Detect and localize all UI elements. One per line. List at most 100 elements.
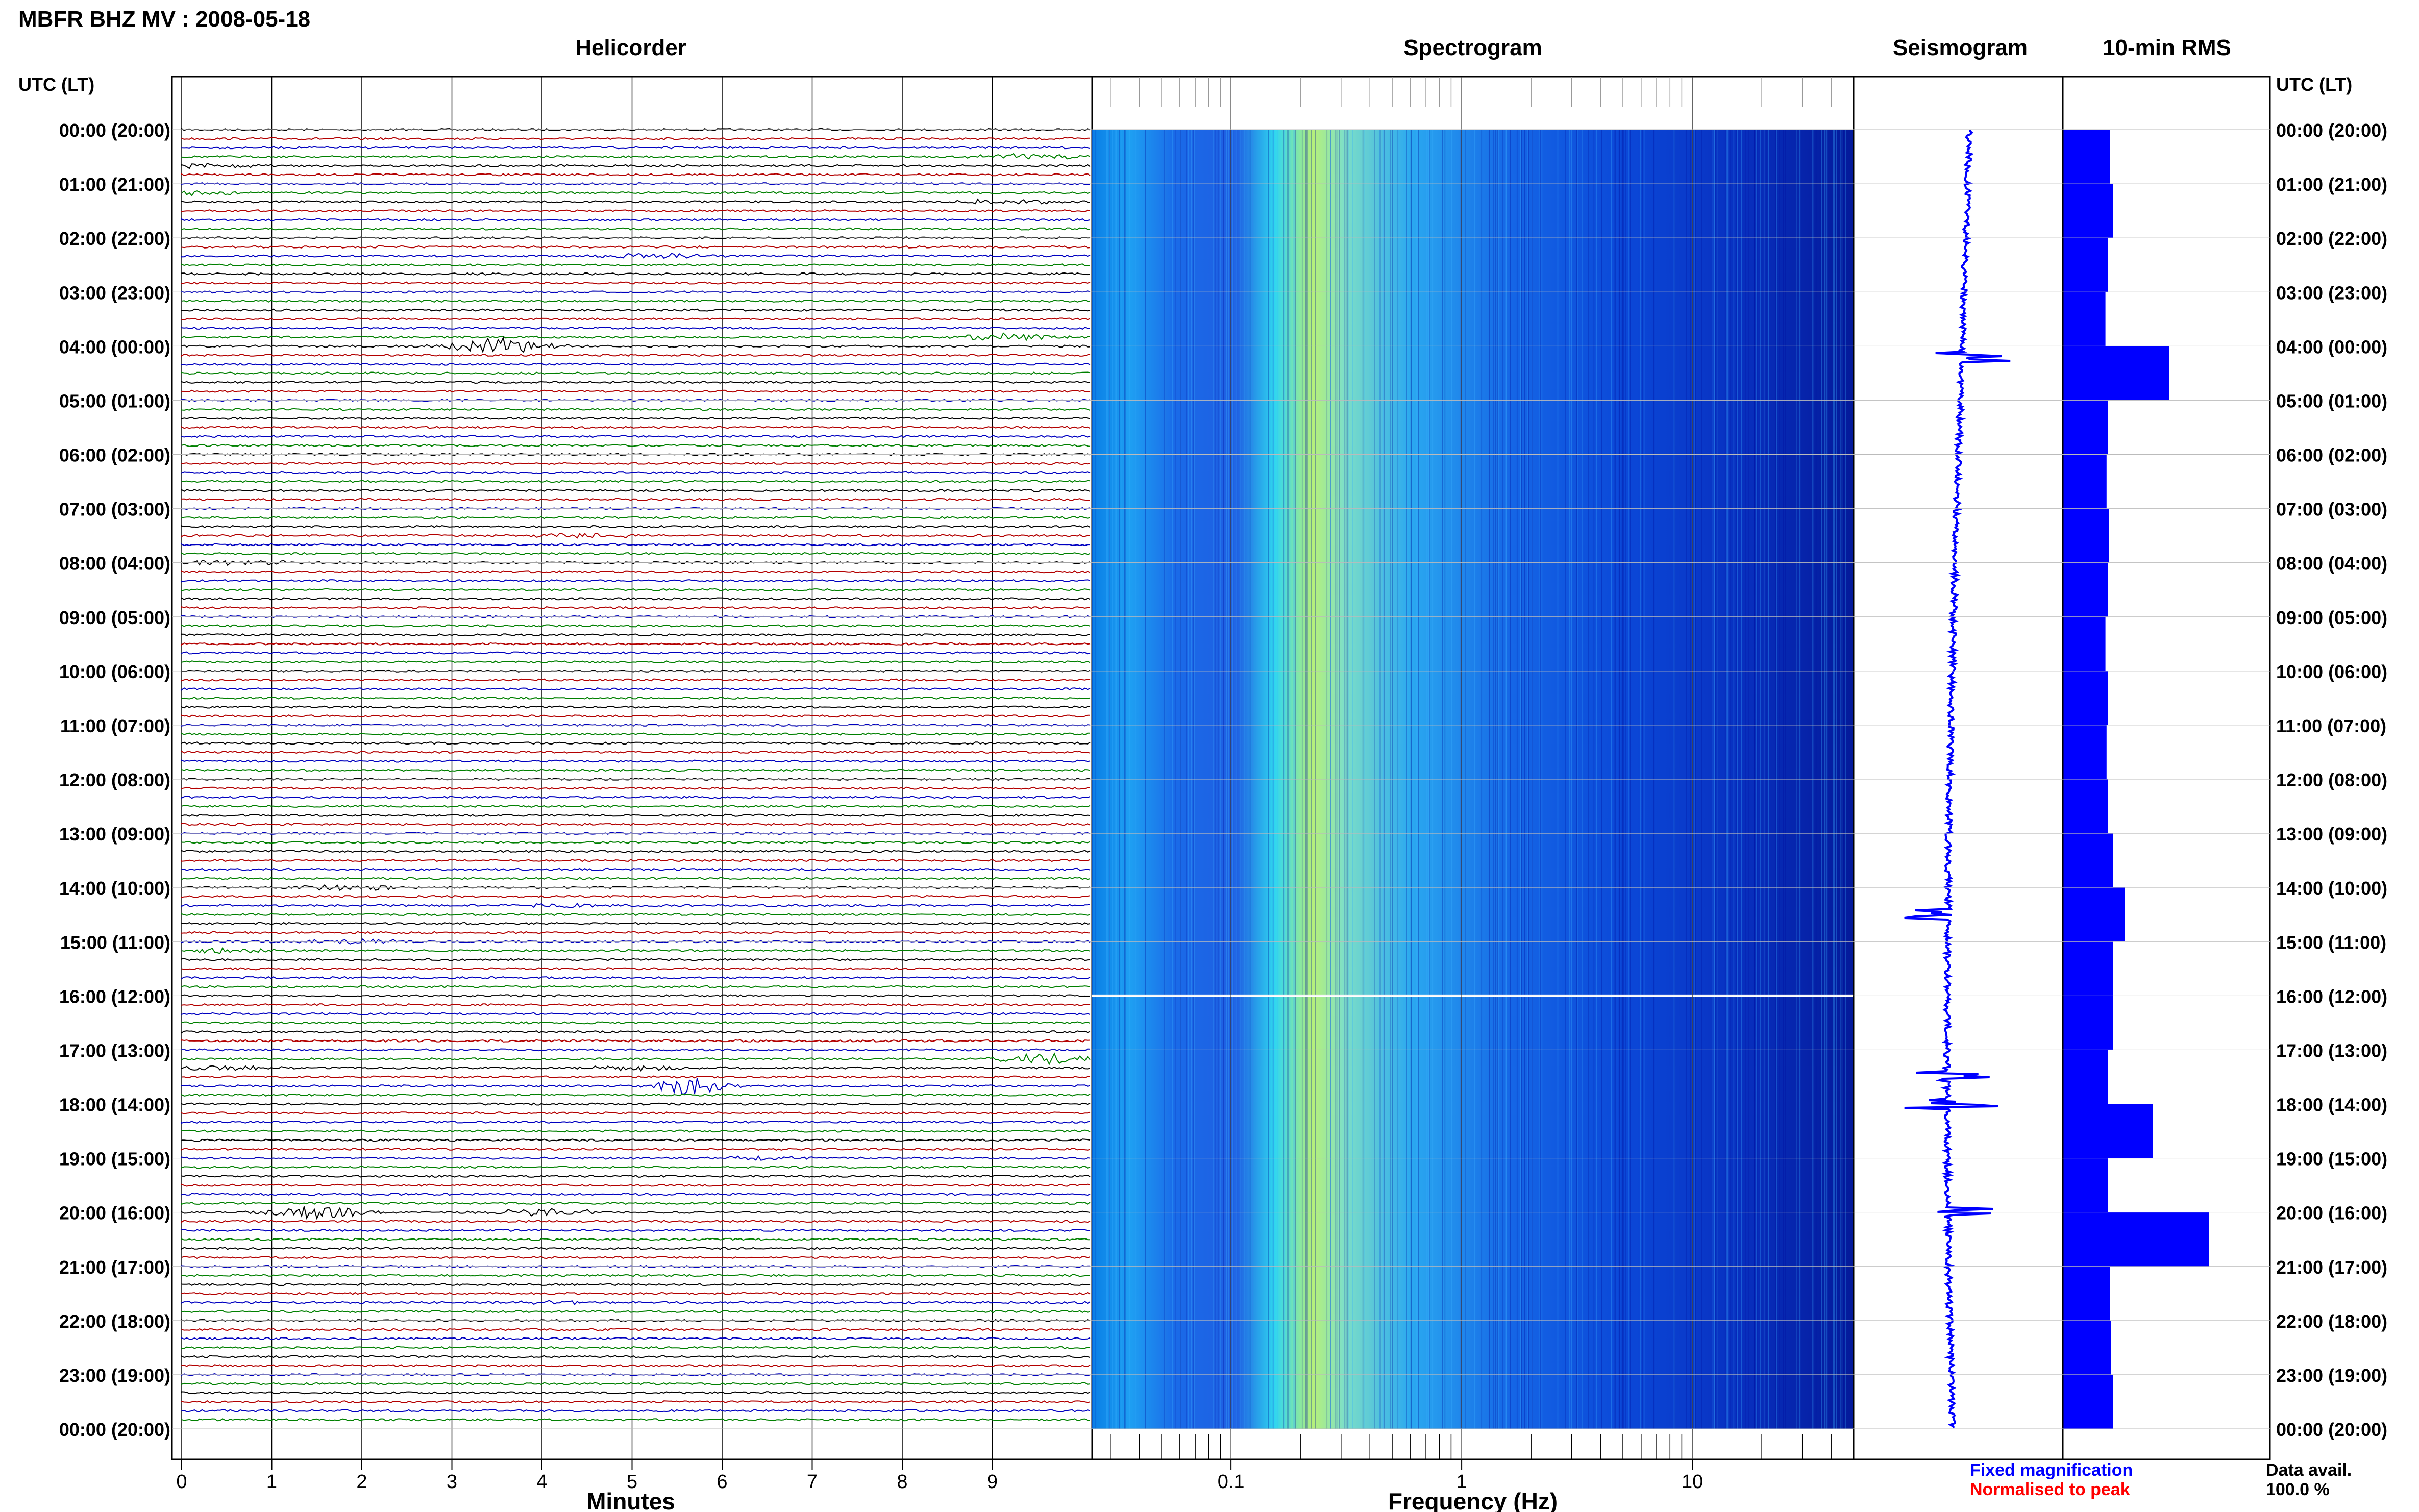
- helicorder-trace: [181, 1364, 1091, 1368]
- helicorder-trace: [181, 516, 1091, 519]
- helicorder-trace: [181, 407, 1091, 411]
- helicorder-trace: [181, 272, 1091, 276]
- helicorder-trace: [181, 173, 1091, 177]
- helicorder-trace: [181, 362, 1091, 366]
- rms-bar: [2063, 1158, 2108, 1212]
- helicorder-trace: [181, 985, 1091, 988]
- helicorder-trace: [181, 902, 1091, 908]
- hour-label-left: 07:00 (03:00): [59, 499, 170, 520]
- helicorder-trace: [181, 1012, 1091, 1015]
- helicorder-trace: [181, 336, 1091, 354]
- helicorder-trace: [181, 931, 1091, 934]
- hour-label-right: 12:00 (08:00): [2276, 770, 2387, 790]
- helicorder-trace: [181, 947, 1091, 954]
- helicorder-trace: [181, 1052, 1091, 1065]
- hour-label-left: 08:00 (04:00): [59, 553, 170, 574]
- helicorder-trace: [181, 813, 1091, 817]
- helicorder-trace: [181, 651, 1091, 655]
- helicorder-trace: [181, 1030, 1091, 1034]
- hour-label-right: 11:00 (07:00): [2276, 715, 2386, 736]
- helicorder-trace: [181, 218, 1091, 221]
- helicorder-trace: [181, 1336, 1091, 1341]
- hour-label-left: 06:00 (02:00): [59, 445, 170, 466]
- helicorder-trace: [181, 1247, 1091, 1250]
- rms-bar: [2063, 130, 2110, 184]
- spectrogram-panel: [1091, 76, 1855, 1460]
- helicorder-trace: [181, 1328, 1091, 1331]
- hour-label-right: 14:00 (10:00): [2276, 878, 2387, 899]
- minute-tick-label: 7: [807, 1471, 818, 1493]
- helicorder-trace: [181, 678, 1091, 682]
- hour-label-right: 17:00 (13:00): [2276, 1040, 2387, 1061]
- helicorder-trace: [181, 498, 1091, 501]
- helicorder-trace: [181, 198, 1091, 205]
- helicorder-trace: [181, 190, 1091, 196]
- helicorder-trace: [181, 913, 1091, 916]
- helicorder-trace: [181, 895, 1091, 898]
- helicorder-trace: [181, 796, 1091, 799]
- hour-label-right: 04:00 (00:00): [2276, 336, 2387, 357]
- minute-tick-label: 0: [176, 1471, 187, 1493]
- helicorder-trace: [181, 1382, 1091, 1385]
- helicorder-trace: [181, 263, 1091, 267]
- helicorder-trace: [181, 399, 1091, 402]
- helicorder-trace: [181, 1300, 1091, 1306]
- helicorder-trace: [181, 1201, 1091, 1205]
- hour-label-left: 15:00 (11:00): [60, 932, 170, 953]
- hour-label-left: 02:00 (22:00): [59, 228, 170, 249]
- hour-label-left: 18:00 (14:00): [59, 1095, 170, 1116]
- minute-tick-label: 8: [897, 1471, 907, 1493]
- hour-label-left: 13:00 (09:00): [59, 824, 170, 845]
- hour-label-left: 20:00 (16:00): [59, 1203, 170, 1224]
- hour-label-left: 19:00 (15:00): [59, 1149, 170, 1170]
- helicorder-trace: [181, 804, 1091, 808]
- helicorder-trace: [181, 371, 1091, 375]
- helicorder-trace: [181, 759, 1091, 763]
- rms-bar: [2063, 996, 2113, 1050]
- rms-bar: [2063, 292, 2106, 346]
- helicorder-trace: [181, 1111, 1091, 1115]
- helicorder-trace: [181, 741, 1091, 745]
- rms-bar: [2063, 1266, 2110, 1321]
- rms-bar: [2063, 616, 2106, 671]
- hour-label-left: 09:00 (05:00): [59, 607, 170, 628]
- right-utc-axis-label: UTC (LT): [2276, 74, 2352, 95]
- rms-bar: [2063, 833, 2113, 888]
- helicorder-trace: [181, 1355, 1091, 1358]
- helicorder-trace: [181, 958, 1091, 961]
- helicorder-trace: [181, 687, 1091, 691]
- helicorder-trace: [181, 326, 1090, 330]
- hour-label-right: 10:00 (06:00): [2276, 661, 2387, 682]
- helicorder-title: Helicorder: [575, 35, 686, 60]
- helicorder-trace: [181, 1075, 1091, 1079]
- helicorder-trace: [181, 507, 1091, 510]
- helicorder-trace: [181, 525, 1091, 529]
- rms-bar: [2063, 1374, 2113, 1429]
- helicorder-trace: [181, 714, 1091, 718]
- helicorder-trace: [181, 1120, 1091, 1124]
- helicorder-trace: [181, 976, 1091, 980]
- helicorder-trace: [181, 606, 1091, 610]
- rms-bar: [2063, 779, 2108, 834]
- helicorder-trace: [181, 182, 1091, 186]
- seismogram-title: Seismogram: [1893, 35, 2028, 60]
- hour-label-right: 19:00 (15:00): [2276, 1149, 2387, 1170]
- helicorder-trace: [181, 922, 1091, 926]
- helicorder-trace: [181, 290, 1091, 294]
- helicorder-trace: [181, 317, 1091, 321]
- helicorder-panel: [171, 76, 1093, 1460]
- helicorder-trace: [181, 227, 1091, 231]
- minute-tick-label: 6: [717, 1471, 727, 1493]
- rms-bar: [2063, 184, 2113, 238]
- minute-tick-label: 3: [447, 1471, 457, 1493]
- hour-label-right: 06:00 (02:00): [2276, 445, 2387, 466]
- rms-bar: [2063, 1212, 2209, 1267]
- hour-label-left: 03:00 (23:00): [59, 282, 170, 303]
- rms-bar: [2063, 346, 2169, 401]
- rms-bar: [2063, 238, 2108, 292]
- helicorder-trace: [181, 389, 1091, 393]
- hour-label-left: 22:00 (18:00): [59, 1311, 170, 1332]
- helicorder-trace: [181, 489, 1091, 492]
- hour-label-left: 05:00 (01:00): [59, 390, 170, 411]
- helicorder-trace: [181, 153, 1091, 160]
